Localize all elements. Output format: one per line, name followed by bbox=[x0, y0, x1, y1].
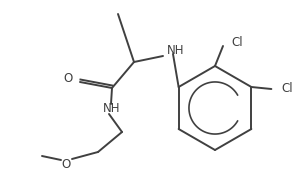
Text: NH: NH bbox=[167, 43, 185, 56]
Text: O: O bbox=[63, 72, 73, 84]
Text: Cl: Cl bbox=[231, 36, 243, 49]
Text: Cl: Cl bbox=[281, 82, 293, 95]
Text: O: O bbox=[61, 158, 71, 171]
Text: NH: NH bbox=[103, 102, 120, 114]
